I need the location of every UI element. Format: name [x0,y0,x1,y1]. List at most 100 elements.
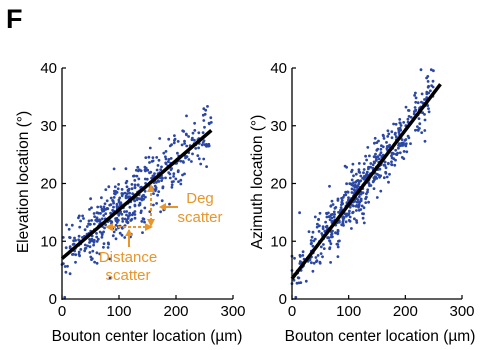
data-point [319,252,323,256]
data-point [361,191,365,195]
data-point [183,142,187,145]
data-point [185,144,189,148]
data-point [99,205,103,209]
data-point [176,151,179,155]
data-point [104,212,108,216]
data-point [197,146,201,150]
data-point [206,105,209,108]
data-point [359,174,363,178]
data-point [388,143,391,147]
data-point [137,177,141,181]
data-point [334,206,338,209]
data-point [344,190,347,194]
data-point [375,148,379,152]
data-point [102,205,106,209]
data-point [164,155,167,159]
data-point [96,237,100,241]
data-point [120,212,124,216]
data-point [413,109,417,112]
data-point [144,169,147,173]
data-point [398,144,402,148]
data-point [133,186,137,189]
data-point [321,227,325,231]
data-point [81,214,84,218]
data-point [371,180,375,184]
data-point [375,196,379,199]
data-point [409,142,412,146]
data-point [357,200,361,204]
data-point [423,118,427,122]
data-point [66,264,69,268]
data-point [351,204,355,207]
azimuth-x-axis-label: Bouton center location (µm) [285,328,476,345]
data-point [310,261,313,265]
data-point [344,220,348,224]
data-point [164,176,167,180]
data-point [368,154,371,158]
data-point [162,151,166,155]
data-point [158,137,162,140]
data-point [382,137,386,140]
data-point [68,272,72,276]
data-point [116,187,120,191]
data-point [403,138,407,142]
data-point [100,217,104,221]
x-tick-label: 300 [449,303,474,320]
data-point [172,141,176,145]
data-point [89,197,92,201]
data-point [413,94,416,97]
data-point [190,160,193,163]
data-point [191,152,194,156]
data-point [314,256,318,259]
data-point [366,146,370,149]
data-point [341,220,345,224]
data-point [207,142,211,146]
data-point [115,202,119,206]
data-point [371,166,375,170]
data-point [398,118,402,121]
data-point [360,204,364,208]
data-point [384,166,388,170]
data-point [77,234,81,238]
data-point [109,203,113,207]
data-point [107,185,111,189]
data-point [351,210,355,214]
data-point [392,152,395,156]
azimuth-axes [291,67,463,300]
data-point [151,156,155,160]
data-point [328,247,331,251]
data-point [105,199,109,203]
data-point [152,203,155,207]
data-point [113,189,116,193]
data-point [138,197,142,201]
data-point [341,196,345,199]
data-point [310,235,314,239]
x-tick-label: 100 [336,303,361,320]
elevation-tick-labels: 0 100 200 300 0 10 20 30 40 [40,60,245,320]
data-point [421,111,425,115]
data-point [124,167,128,171]
data-point [108,257,112,261]
data-point [425,90,429,94]
data-point [328,184,331,188]
data-point [392,122,395,126]
y-tick-label: 40 [40,60,57,77]
data-point [164,161,168,165]
data-point [387,180,390,184]
data-point [319,245,323,249]
data-point [400,138,404,142]
data-point [367,200,370,204]
data-point [185,114,188,118]
data-point [64,270,68,274]
data-point [202,107,206,111]
y-tick-label: 40 [270,60,287,77]
data-point [111,199,114,202]
data-point [127,188,131,192]
data-point [385,145,389,148]
data-point [350,227,353,230]
data-point [95,240,99,243]
data-point [369,184,373,187]
data-point [315,225,319,229]
data-point [106,246,110,249]
